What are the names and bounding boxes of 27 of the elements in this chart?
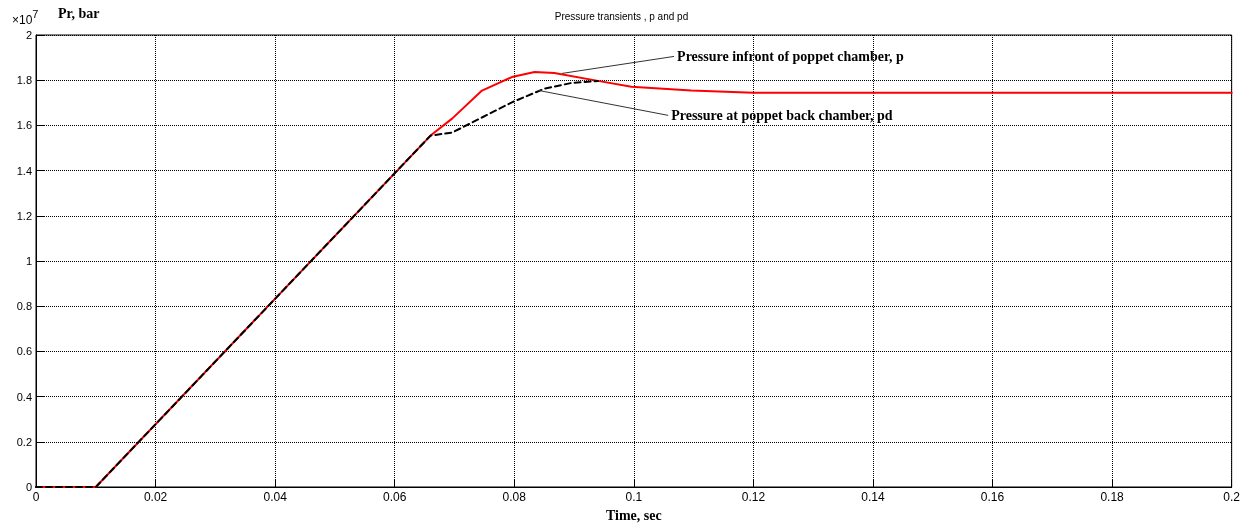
x-tick-label: 0.12 — [741, 490, 766, 504]
text: ×107 — [12, 7, 39, 27]
y-tick-label: 0.8 — [16, 300, 32, 313]
y-tick-label: 1 — [25, 255, 32, 267]
x-axis-title: Time, sec — [605, 507, 662, 523]
chart-title: Pressure transients , p and pd — [554, 10, 689, 22]
y-tick-label: 1.2 — [16, 209, 32, 222]
x-tick-label: 0.18 — [1100, 490, 1125, 504]
y-tick-label: 0.4 — [16, 390, 32, 403]
y-tick-label: 1.6 — [16, 119, 32, 132]
y-tick-label: 1.8 — [16, 74, 32, 87]
x-tick-label: 0.02 — [143, 490, 168, 504]
y-tick-label: 0 — [25, 481, 32, 493]
x-tick-label: 0.1 — [625, 490, 643, 504]
y-tick-label: 0.2 — [16, 435, 32, 448]
x-tick-label: 0.16 — [980, 490, 1005, 504]
annotation: Pressure at poppet back chamber, pd — [671, 107, 893, 123]
y-tick-label: 0.6 — [16, 345, 32, 358]
x-tick-label: 0.14 — [861, 490, 885, 504]
x-tick-label: 0.08 — [502, 490, 527, 504]
x-tick-label: 0.06 — [383, 490, 407, 504]
x-tick-label: 0.2 — [1223, 490, 1241, 504]
y-tick-label: 1.4 — [16, 164, 32, 177]
annotation: Pressure infront of poppet chamber, p — [677, 48, 904, 64]
y-axis-title: Pr, bar — [58, 5, 100, 21]
x-tick-label: 0.04 — [263, 490, 288, 504]
y-tick-label: 2 — [25, 29, 32, 41]
